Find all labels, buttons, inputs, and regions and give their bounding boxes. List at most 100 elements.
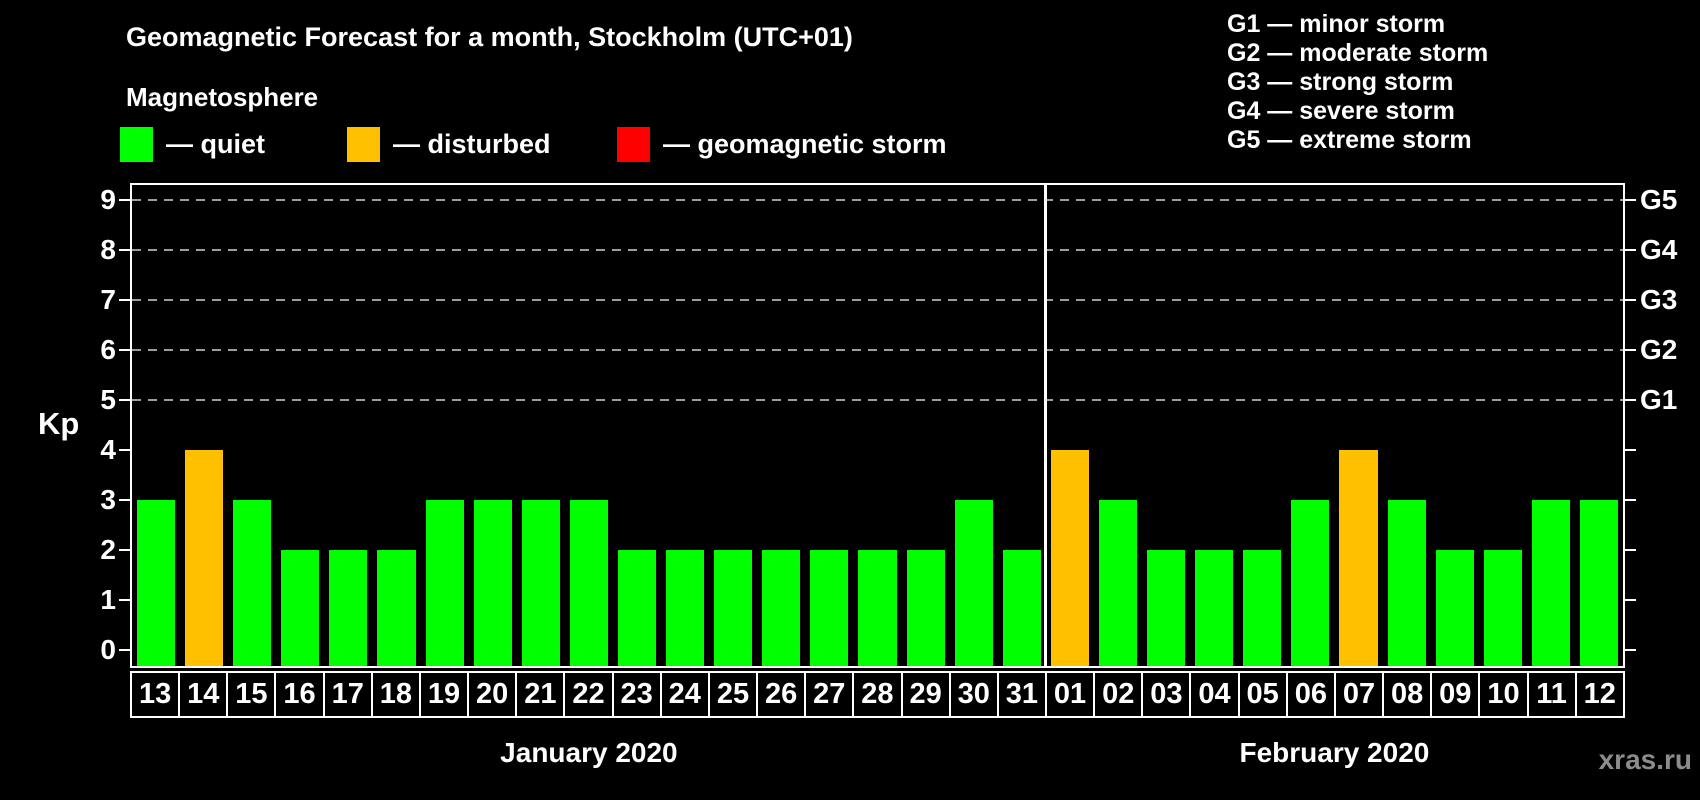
- legend-item-label: — geomagnetic storm: [663, 128, 947, 159]
- kp-bar-04: [1195, 550, 1234, 666]
- right-tick-kp9: [1624, 199, 1636, 201]
- g-legend-line: G4 — severe storm: [1227, 97, 1455, 125]
- day-cell-15: 15: [226, 671, 277, 718]
- right-tick-kp0: [1624, 649, 1636, 651]
- gridline-kp8: [132, 249, 1623, 251]
- kp-bar-25: [714, 550, 753, 666]
- month-separator: [1044, 185, 1048, 666]
- left-tick-kp0: [119, 649, 131, 651]
- magnetosphere-legend-title: Magnetosphere: [126, 82, 319, 112]
- left-tick-kp9: [119, 199, 131, 201]
- day-cell-03: 03: [1141, 671, 1192, 718]
- kp-bar-21: [521, 500, 560, 666]
- right-tick-kp2: [1624, 549, 1636, 551]
- y-tick-label-2: 2: [100, 534, 116, 565]
- storm-color-swatch-icon: [617, 126, 650, 162]
- g-scale-label-g1: G1: [1640, 384, 1678, 415]
- day-cell-18: 18: [370, 671, 421, 718]
- kp-bar-16: [281, 550, 320, 666]
- left-tick-kp1: [119, 599, 131, 601]
- left-tick-kp2: [119, 549, 131, 551]
- left-tick-kp8: [119, 249, 131, 251]
- kp-bar-31: [1002, 550, 1041, 666]
- g-scale-label-g5: G5: [1640, 184, 1678, 215]
- kp-bar-06: [1291, 500, 1330, 666]
- y-tick-label-4: 4: [100, 434, 116, 465]
- quiet-color-swatch-icon: [120, 126, 153, 162]
- y-tick-label-7: 7: [100, 284, 116, 315]
- month-label: February 2020: [1239, 737, 1430, 768]
- legend-item-quiet: — quiet: [120, 126, 265, 162]
- y-axis-title: Kp: [38, 406, 80, 441]
- day-cell-31: 31: [996, 671, 1047, 718]
- plot-area: [130, 183, 1625, 668]
- kp-bar-27: [810, 550, 849, 666]
- kp-bar-07: [1339, 450, 1378, 666]
- day-cell-05: 05: [1237, 671, 1288, 718]
- day-cell-11: 11: [1526, 671, 1577, 718]
- gridline-kp9: [132, 199, 1623, 201]
- day-cell-29: 29: [900, 671, 951, 718]
- kp-bar-08: [1387, 500, 1426, 666]
- day-cell-21: 21: [515, 671, 566, 718]
- y-tick-label-5: 5: [100, 384, 116, 415]
- kp-bar-14: [185, 450, 224, 666]
- left-tick-kp7: [119, 299, 131, 301]
- kp-bar-09: [1435, 550, 1474, 666]
- g-scale-label-g3: G3: [1640, 284, 1678, 315]
- kp-bar-13: [137, 500, 176, 666]
- y-tick-label-6: 6: [100, 334, 116, 365]
- gridline-kp7: [132, 299, 1623, 301]
- right-tick-kp8: [1624, 249, 1636, 251]
- right-tick-kp6: [1624, 349, 1636, 351]
- y-tick-label-8: 8: [100, 234, 116, 265]
- day-cell-14: 14: [178, 671, 229, 718]
- y-tick-label-9: 9: [100, 184, 116, 215]
- day-cell-20: 20: [467, 671, 518, 718]
- g-scale-label-g2: G2: [1640, 334, 1678, 365]
- g-legend-line: G3 — strong storm: [1227, 68, 1454, 96]
- day-cell-26: 26: [756, 671, 807, 718]
- right-tick-kp4: [1624, 449, 1636, 451]
- kp-bar-22: [569, 500, 608, 666]
- kp-bar-20: [473, 500, 512, 666]
- kp-bar-11: [1531, 500, 1570, 666]
- day-cell-30: 30: [948, 671, 999, 718]
- y-tick-label-0: 0: [100, 634, 116, 665]
- day-cell-25: 25: [707, 671, 759, 718]
- right-tick-kp1: [1624, 599, 1636, 601]
- kp-bar-23: [617, 550, 657, 666]
- day-cell-23: 23: [611, 671, 662, 718]
- g-legend-line: G1 — minor storm: [1227, 10, 1446, 38]
- gridline-kp5: [132, 399, 1623, 401]
- day-cell-17: 17: [322, 671, 373, 718]
- kp-bar-18: [377, 550, 416, 666]
- day-cell-27: 27: [804, 671, 855, 718]
- day-cell-07: 07: [1333, 671, 1385, 718]
- day-cell-13: 13: [130, 671, 181, 718]
- kp-bar-01: [1050, 450, 1089, 666]
- legend-item-label: — quiet: [166, 128, 265, 159]
- day-cell-09: 09: [1430, 671, 1481, 718]
- day-cell-19: 19: [418, 671, 470, 718]
- day-cell-22: 22: [563, 671, 614, 718]
- day-cell-28: 28: [852, 671, 903, 718]
- kp-bar-29: [906, 550, 945, 666]
- day-cell-01: 01: [1044, 671, 1096, 718]
- kp-bar-19: [425, 500, 464, 666]
- legend-item-storm: — geomagnetic storm: [617, 126, 947, 162]
- kp-bar-12: [1579, 500, 1618, 666]
- chart-title: Geomagnetic Forecast for a month, Stockh…: [126, 22, 853, 52]
- kp-bar-15: [233, 500, 272, 666]
- g-scale-label-g4: G4: [1640, 234, 1678, 265]
- kp-bar-05: [1243, 550, 1282, 666]
- day-cell-10: 10: [1478, 671, 1529, 718]
- day-cell-08: 08: [1382, 671, 1433, 718]
- g-legend-line: G5 — extreme storm: [1227, 126, 1472, 154]
- kp-bar-17: [329, 550, 368, 666]
- right-tick-kp7: [1624, 299, 1636, 301]
- month-label: January 2020: [500, 737, 678, 768]
- g-scale-legend: G1 — minor storm G2 — moderate storm G3 — …: [1227, 10, 1488, 155]
- legend-item-label: — disturbed: [393, 128, 551, 159]
